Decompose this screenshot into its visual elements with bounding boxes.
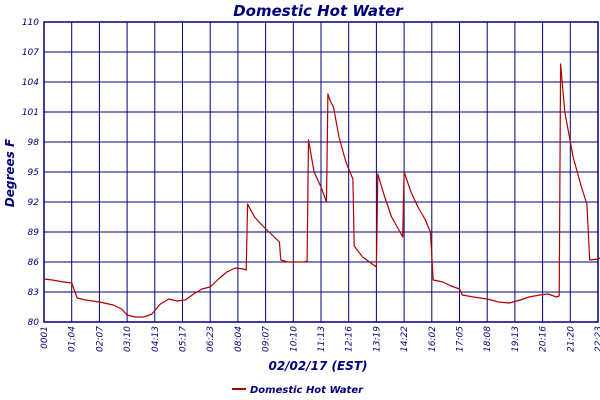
legend-label: Domestic Hot Water xyxy=(250,385,364,396)
y-tick-label: 110 xyxy=(22,18,39,28)
x-tick-label: 06:23 xyxy=(206,326,216,352)
x-tick-labels: 0001 01:04 02:07 03:10 04:13 05:17 06:23 08:04 0… xyxy=(40,326,600,352)
x-tick-label: 14:22 xyxy=(400,326,410,352)
x-tick-label: 12:16 xyxy=(345,326,355,352)
x-tick-label: 17:05 xyxy=(456,326,466,352)
x-tick-label: 04:13 xyxy=(151,326,161,352)
x-tick-label: 18:08 xyxy=(483,326,493,352)
y-tick-labels: 80 83 86 89 92 95 98 101 104 107 110 xyxy=(22,18,39,328)
legend: Domestic Hot Water xyxy=(232,385,364,396)
chart-grid xyxy=(43,21,599,323)
y-tick-label: 104 xyxy=(22,78,39,88)
y-tick-label: 95 xyxy=(28,168,40,178)
series-line xyxy=(43,63,600,318)
series-layer xyxy=(43,63,600,318)
x-tick-label: 03:10 xyxy=(123,326,133,352)
x-tick-label: 09:07 xyxy=(262,326,272,352)
x-tick-label: 02:07 xyxy=(95,326,105,352)
y-tick-label: 80 xyxy=(28,318,40,328)
y-tick-label: 86 xyxy=(28,258,40,268)
y-tick-label: 92 xyxy=(28,198,40,208)
x-tick-label: 20:16 xyxy=(539,326,549,352)
x-tick-label: 22:23 xyxy=(594,326,600,352)
x-tick-label: 01:04 xyxy=(68,326,78,352)
x-tick-label: 16:02 xyxy=(428,326,438,352)
y-tick-label: 107 xyxy=(22,48,39,58)
y-tick-label: 98 xyxy=(28,138,40,148)
x-tick-label: 11:13 xyxy=(317,326,327,352)
y-tick-label: 101 xyxy=(22,108,39,118)
chart-title: Domestic Hot Water xyxy=(233,2,404,20)
x-tick-label: 13:19 xyxy=(372,326,382,352)
x-tick-label: 21:20 xyxy=(566,326,576,352)
plot-border xyxy=(43,21,599,323)
x-tick-label: 10:10 xyxy=(289,326,299,352)
y-axis-label: Degrees F xyxy=(3,138,17,207)
x-tick-label: 0001 xyxy=(40,326,50,349)
x-tick-label: 08:04 xyxy=(234,326,244,352)
x-axis-label: 02/02/17 (EST) xyxy=(268,359,367,373)
y-tick-label: 83 xyxy=(28,288,40,298)
y-tick-label: 89 xyxy=(28,228,40,238)
x-tick-label: 19:13 xyxy=(511,326,521,352)
x-tick-label: 05:17 xyxy=(179,326,189,352)
